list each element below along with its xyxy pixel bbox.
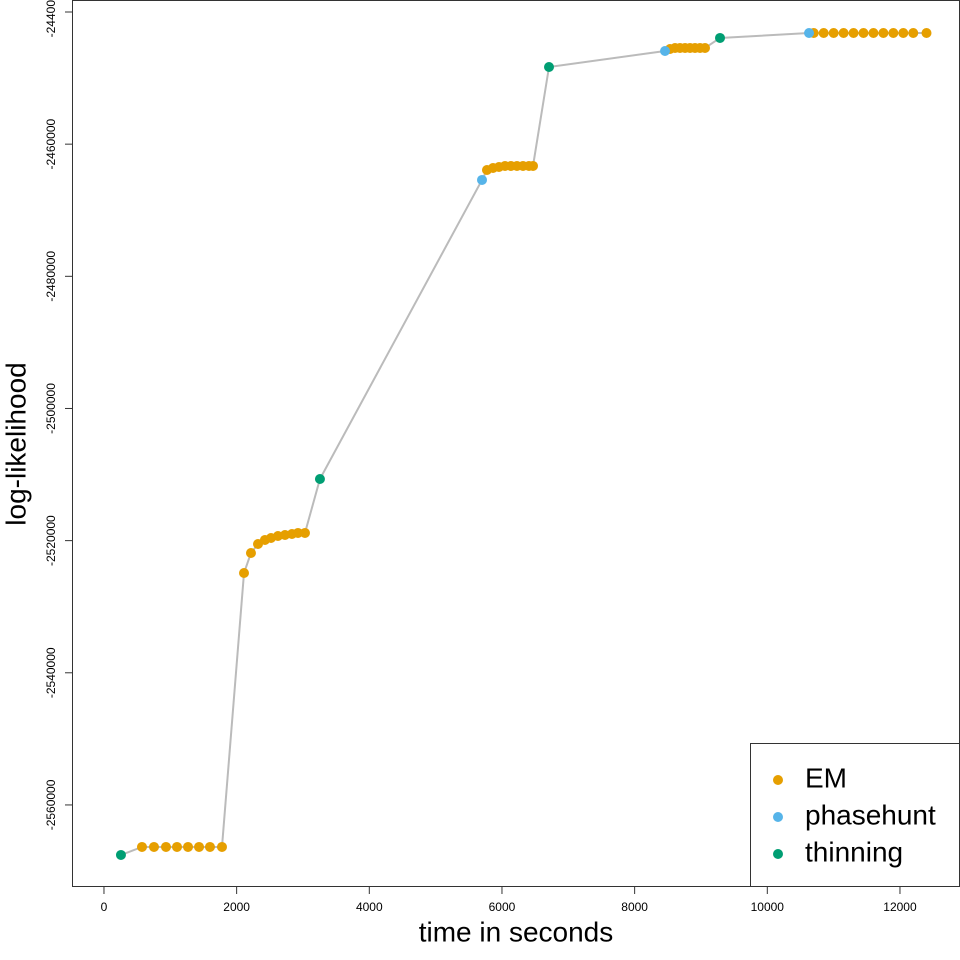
point <box>858 28 869 39</box>
point <box>115 849 126 860</box>
point <box>898 28 909 39</box>
point <box>194 841 205 852</box>
point <box>660 45 671 56</box>
y-tick-label: -2500000 <box>44 383 58 434</box>
point <box>700 43 711 54</box>
legend-marker <box>773 775 783 785</box>
point <box>528 160 539 171</box>
y-tick-label: -2560000 <box>44 779 58 830</box>
point <box>544 61 555 72</box>
point <box>239 568 250 579</box>
point <box>172 841 183 852</box>
point <box>204 841 215 852</box>
y-tick-label: -2460000 <box>44 118 58 169</box>
point <box>314 473 325 484</box>
x-tick-label: 0 <box>101 900 108 914</box>
y-tick-label: -2540000 <box>44 647 58 698</box>
point <box>299 527 310 538</box>
point <box>868 28 879 39</box>
x-tick-label: 12000 <box>883 900 917 914</box>
point <box>160 841 171 852</box>
point <box>828 28 839 39</box>
x-axis-label: time in seconds <box>419 916 614 947</box>
point <box>245 547 256 558</box>
point <box>921 28 932 39</box>
point <box>477 174 488 185</box>
legend-label: phasehunt <box>805 799 936 830</box>
x-tick-label: 2000 <box>223 900 250 914</box>
y-tick-label: -2480000 <box>44 251 58 302</box>
point <box>148 841 159 852</box>
point <box>888 28 899 39</box>
y-tick-label: -2440000 <box>44 0 58 37</box>
x-tick-label: 4000 <box>356 900 383 914</box>
point <box>878 28 889 39</box>
point <box>818 28 829 39</box>
legend-box <box>750 743 960 887</box>
point <box>183 841 194 852</box>
legend-label: EM <box>805 762 847 793</box>
legend-marker <box>773 812 783 822</box>
y-tick-label: -2520000 <box>44 515 58 566</box>
connecting-line <box>120 32 927 856</box>
point <box>848 28 859 39</box>
y-axis-label: log-likelihood <box>0 362 31 525</box>
point <box>136 841 147 852</box>
point <box>292 527 303 538</box>
x-tick-label: 10000 <box>751 900 785 914</box>
legend-marker <box>773 849 783 859</box>
legend-label: thinning <box>805 836 903 867</box>
point <box>804 28 815 39</box>
x-tick-label: 8000 <box>621 900 648 914</box>
point <box>216 841 227 852</box>
x-tick-label: 6000 <box>489 900 516 914</box>
point <box>838 28 849 39</box>
point <box>715 32 726 43</box>
point <box>908 28 919 39</box>
